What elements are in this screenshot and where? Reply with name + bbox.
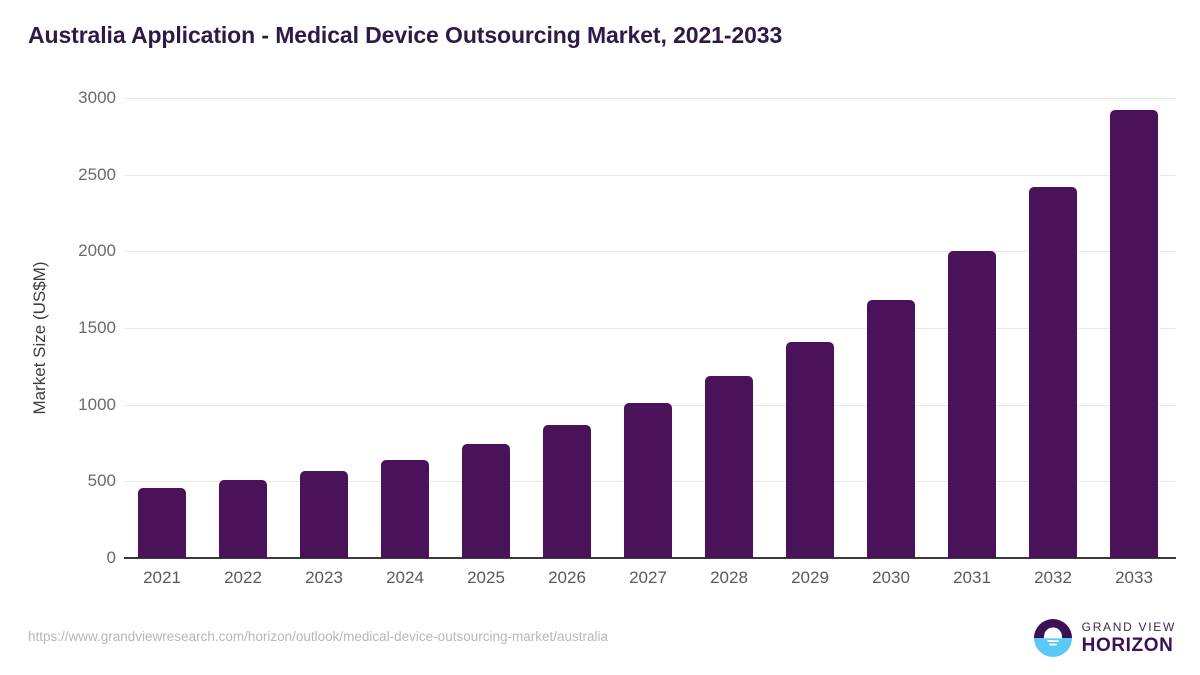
bar-2031[interactable] xyxy=(948,250,996,558)
y-axis-tick-label: 1500 xyxy=(78,318,116,337)
source-url[interactable]: https://www.grandviewresearch.com/horizo… xyxy=(28,629,609,644)
bar-2030[interactable] xyxy=(867,300,915,558)
bar-2022[interactable] xyxy=(219,479,267,558)
x-axis-line xyxy=(124,557,1176,559)
y-axis-tick-label: 0 xyxy=(106,548,116,567)
x-axis-tick-label: 2024 xyxy=(386,568,424,587)
bar-2028[interactable] xyxy=(705,375,753,558)
bar-2023[interactable] xyxy=(300,470,348,558)
y-axis-tick-label: 3000 xyxy=(78,88,116,107)
bar-2027[interactable] xyxy=(624,403,672,558)
x-axis-tick-label: 2026 xyxy=(548,568,586,587)
gridline xyxy=(124,251,1176,253)
x-axis-tick-label: 2033 xyxy=(1115,568,1153,587)
bar-2029[interactable] xyxy=(786,341,834,558)
x-axis-tick-label: 2030 xyxy=(872,568,910,587)
y-axis-tick-label: 500 xyxy=(87,471,116,491)
bar-2024[interactable] xyxy=(381,459,429,558)
y-axis-tick-label: 1000 xyxy=(78,394,116,414)
x-axis-tick-label: 2027 xyxy=(629,568,667,587)
y-axis-tick-label: 2000 xyxy=(78,241,116,261)
logo-line-1: GRAND VIEW xyxy=(1081,620,1176,634)
gridline xyxy=(124,174,1176,176)
bar-2021[interactable] xyxy=(138,488,186,558)
x-axis-tick-label: 2022 xyxy=(224,568,262,587)
bar-2032[interactable] xyxy=(1029,186,1077,558)
x-axis-tick-label: 2025 xyxy=(467,568,505,587)
x-axis-tick-label: 2031 xyxy=(953,568,991,587)
y-axis-tick-label: 2500 xyxy=(78,164,116,184)
grand-view-horizon-logo[interactable]: GRAND VIEW HORIZON xyxy=(1033,618,1176,658)
x-axis-tick-label: 2021 xyxy=(143,568,181,587)
x-axis-tick-label: 2028 xyxy=(710,568,748,587)
x-axis-tick-label: 2032 xyxy=(1034,568,1072,587)
bar-2026[interactable] xyxy=(543,425,591,558)
bar-2025[interactable] xyxy=(462,443,510,558)
horizon-globe-icon xyxy=(1033,619,1072,657)
gridline xyxy=(124,98,1176,99)
x-axis-tick-label: 2029 xyxy=(791,568,829,587)
logo-line-2: HORIZON xyxy=(1081,635,1174,656)
bar-2033[interactable] xyxy=(1110,110,1158,558)
logo-wordmark: GRAND VIEW HORIZON xyxy=(1082,621,1176,655)
gridline xyxy=(124,328,1176,329)
page-title: Australia Application - Medical Device O… xyxy=(28,22,783,48)
x-axis-tick-label: 2023 xyxy=(305,568,343,587)
